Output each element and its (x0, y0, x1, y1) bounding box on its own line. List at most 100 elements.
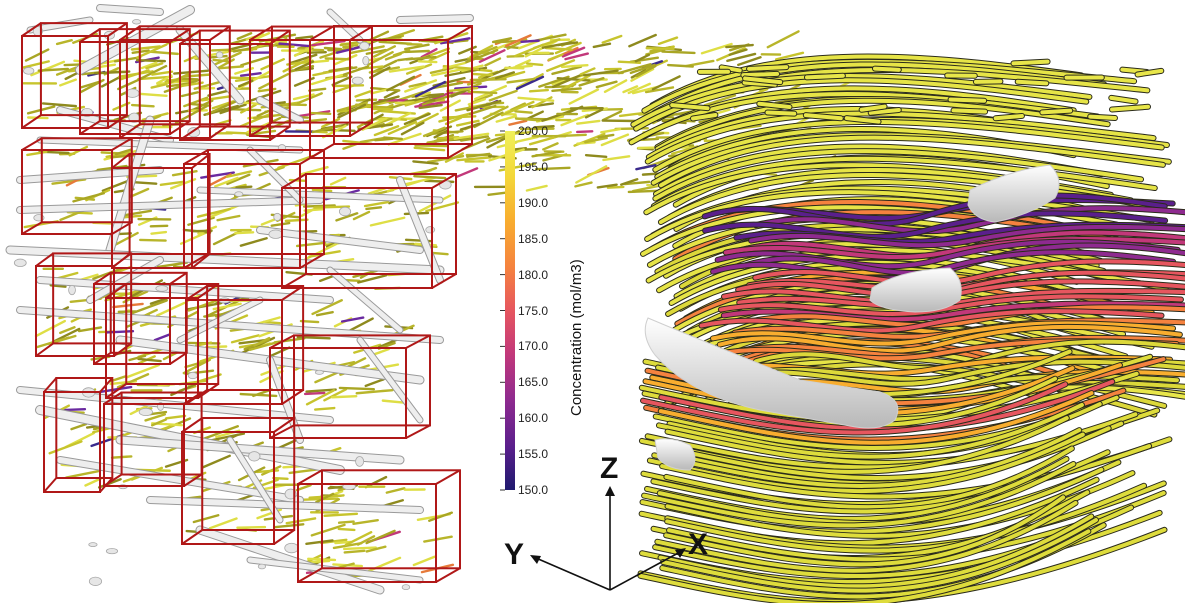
sampling-box-edge (119, 123, 141, 139)
streamline-segment (361, 117, 388, 131)
streamline-segment (303, 391, 326, 396)
streamline-segment (364, 378, 385, 388)
streamline-segment (766, 30, 800, 49)
streamline-tube (1110, 104, 1150, 112)
sampling-box-edge (105, 383, 127, 399)
sampling-box-front (21, 35, 109, 129)
streamline-segment (508, 119, 528, 126)
colorbar-tick-marks (500, 130, 505, 491)
streamline-segment (208, 517, 238, 530)
sampling-box-back (98, 28, 191, 123)
streamline-segment (459, 122, 481, 131)
streamline-tube (664, 495, 1066, 567)
streamline-segment (214, 176, 239, 188)
sampling-box-edge (349, 25, 373, 41)
streamline-segment (240, 101, 262, 106)
streamline-segment (627, 82, 651, 95)
streamline-segment (499, 70, 526, 80)
streamline-segment (728, 48, 748, 56)
streamline-segment (488, 89, 518, 102)
streamline-segment (357, 274, 388, 284)
streamline-tube (749, 224, 1185, 248)
streamline-segment (248, 341, 279, 352)
streamline-segment (278, 42, 312, 48)
streamline-segment (559, 74, 591, 92)
streamline-tube (1040, 108, 1073, 115)
streamline-segment (270, 221, 291, 227)
streamline-tube (665, 483, 1147, 553)
streamline-segment (515, 75, 545, 90)
sampling-box-edge (21, 221, 43, 235)
streamline-segment (365, 206, 383, 211)
streamline-segment (105, 151, 133, 158)
streamline-segment (216, 214, 241, 222)
streamline-segment (59, 326, 76, 335)
streamline-segment (484, 57, 502, 67)
streamline-segment (342, 546, 377, 551)
sampling-box-edge (21, 137, 43, 151)
sampling-box-front (181, 431, 275, 545)
streamline-segment (363, 200, 390, 208)
streamline-segment (130, 45, 162, 51)
streamline-segment (77, 326, 103, 333)
streamline-segment (323, 46, 343, 51)
streamline-segment (510, 102, 526, 111)
streamline-segment (531, 96, 553, 109)
streamline-segment (336, 101, 368, 112)
streamline-segment (482, 105, 509, 120)
streamline-segment (144, 413, 167, 422)
streamline-segment (355, 99, 393, 110)
fiber-fragment (425, 226, 436, 234)
streamline-tube (804, 73, 845, 80)
sampling-box-front (281, 187, 433, 289)
streamline-segment (560, 113, 590, 127)
sampling-box-edge (435, 567, 461, 583)
streamline-tube (1011, 59, 1050, 66)
fiber (247, 147, 303, 203)
fiber (397, 177, 443, 283)
streamline-segment (413, 175, 447, 180)
streamline-segment (125, 363, 160, 379)
streamline-tube (719, 65, 742, 73)
streamline-segment (332, 541, 363, 550)
streamline-tube (951, 108, 988, 114)
streamline-segment (561, 46, 586, 58)
sampling-box (181, 417, 296, 545)
sampling-box-edge (431, 173, 457, 189)
fiber-fragment (187, 371, 198, 380)
fiber (177, 297, 263, 343)
streamline-tube (702, 193, 1167, 226)
sampling-box-edge (21, 22, 42, 37)
streamline-segment (433, 129, 449, 139)
streamline-segment (323, 388, 348, 402)
streamline-segment (165, 414, 187, 420)
colorbar-tick-label: 200.0 (518, 124, 549, 138)
streamline-tube (638, 529, 1091, 603)
streamline-segment (286, 59, 314, 66)
streamline-segment (635, 64, 657, 78)
streamline-segment (311, 124, 342, 134)
streamline-tube (743, 76, 783, 85)
colorbar-tick-label: 150.0 (518, 483, 549, 497)
streamline-segment (340, 316, 365, 323)
streamline-segment (120, 209, 153, 217)
streamline-segment (179, 230, 209, 245)
sampling-box (249, 25, 373, 137)
streamline-segment (308, 87, 327, 92)
streamline-segment (183, 73, 211, 78)
streamline-segment (420, 166, 438, 175)
streamline-segment (200, 454, 231, 469)
sampling-box-edge (93, 351, 112, 365)
streamline-segment (137, 357, 162, 363)
streamline-segment (506, 77, 536, 84)
streamline-segment (98, 385, 133, 394)
streamline-tube (717, 324, 1182, 353)
streamline-segment (285, 517, 317, 525)
streamline-segment (369, 66, 391, 79)
sampling-box-edge (297, 567, 323, 583)
streamline-segment (517, 96, 555, 102)
streamline-segment (455, 119, 480, 127)
sampling-box-edge (281, 389, 304, 405)
streamline-segment (302, 204, 336, 208)
streamline-segment (703, 94, 737, 107)
